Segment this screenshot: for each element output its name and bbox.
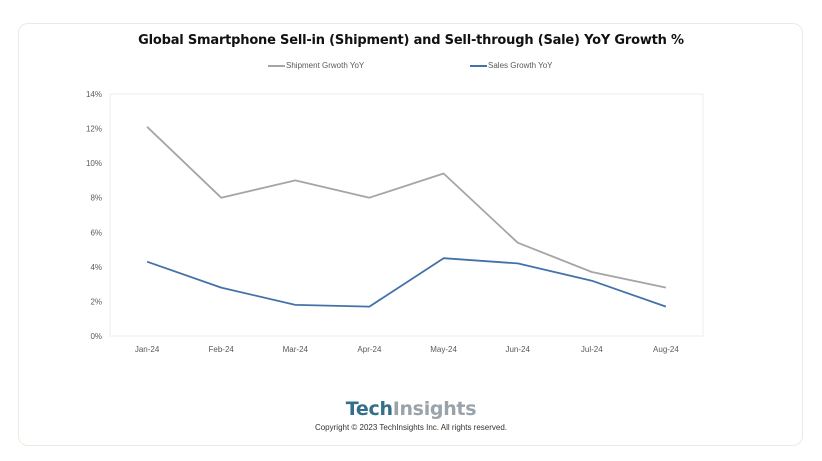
- x-tick-label: Mar-24: [283, 345, 309, 354]
- series-lines: [146, 126, 667, 308]
- x-tick-label: Jul-24: [581, 345, 603, 354]
- x-tick-label: Apr-24: [357, 345, 382, 354]
- legend-label-sales: Sales Growth YoY: [488, 61, 553, 70]
- techinsights-logo: TechInsights: [0, 398, 822, 420]
- y-axis: 0% 2% 4% 6% 8% 10% 12% 14%: [86, 90, 102, 341]
- x-axis: Jan-24 Feb-24 Mar-24 Apr-24 May-24 Jun-24 Jul-…: [135, 345, 680, 354]
- legend-swatch-sales: [470, 64, 487, 67]
- logo-part-insights: Insights: [392, 398, 477, 420]
- y-tick-label: 2%: [90, 297, 102, 306]
- legend-item-sales: Sales Growth YoY: [470, 61, 552, 70]
- y-tick-label: 0%: [90, 332, 102, 341]
- series-line-sales: [146, 257, 667, 308]
- y-tick-label: 14%: [86, 90, 102, 99]
- copyright-text: Copyright © 2023 TechInsights Inc. All r…: [314, 423, 508, 432]
- series-line-shipment: [146, 126, 667, 289]
- x-tick-label: Jan-24: [135, 345, 160, 354]
- chart-title: Global Smartphone Sell-in (Shipment) and…: [138, 33, 684, 48]
- plot-area: [109, 93, 704, 337]
- y-tick-label: 8%: [90, 194, 102, 203]
- legend-item-shipment: Shipment Grwoth YoY: [268, 61, 364, 70]
- legend-swatch-shipment: [268, 64, 285, 67]
- y-tick-label: 4%: [90, 263, 102, 272]
- y-tick-label: 12%: [86, 125, 102, 134]
- x-tick-label: Aug-24: [653, 345, 679, 354]
- legend-label-shipment: Shipment Grwoth YoY: [286, 61, 365, 70]
- x-tick-label: Feb-24: [209, 345, 235, 354]
- x-tick-label: May-24: [430, 345, 457, 354]
- logo-part-tech: Tech: [345, 398, 393, 420]
- x-tick-label: Jun-24: [505, 345, 530, 354]
- y-tick-label: 10%: [86, 159, 102, 168]
- y-tick-label: 6%: [90, 228, 102, 237]
